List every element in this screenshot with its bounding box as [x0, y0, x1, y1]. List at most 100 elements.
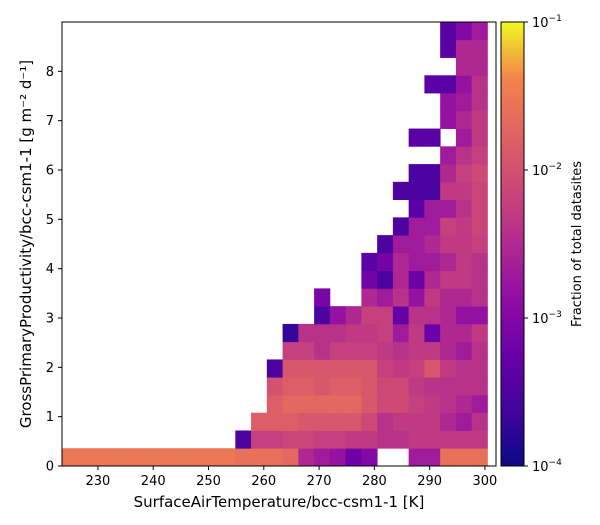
heatmap-cell	[62, 448, 79, 466]
heatmap-cell	[345, 323, 362, 343]
heatmap-cell	[93, 448, 110, 466]
heatmap-cell	[392, 288, 410, 307]
heatmap-cell	[314, 306, 331, 325]
heatmap-cell	[424, 270, 441, 289]
heatmap-cell	[219, 448, 236, 466]
heatmap-cell	[424, 199, 441, 218]
x-tick-label: 280	[362, 474, 387, 489]
heatmap-cell	[345, 377, 362, 396]
heatmap-cell	[314, 341, 331, 360]
heatmap-cell	[455, 235, 473, 254]
heatmap-cell	[440, 93, 457, 112]
heatmap-cell	[471, 22, 488, 41]
heatmap-cell	[314, 359, 331, 378]
heatmap-cell	[345, 412, 362, 431]
heatmap-cell	[282, 341, 299, 360]
heatmap-cell	[471, 359, 488, 378]
heatmap-cell	[377, 394, 394, 414]
y-tick-label: 2	[46, 361, 54, 376]
heatmap-cell	[298, 430, 315, 449]
heatmap-cell	[440, 164, 457, 183]
heatmap-cell	[251, 412, 268, 431]
heatmap-cell	[361, 377, 378, 396]
heatmap-cell	[440, 22, 457, 41]
heatmap-cell	[377, 288, 394, 307]
heatmap-cell	[455, 128, 473, 147]
heatmap-cell	[392, 323, 410, 343]
heatmap-cell	[455, 341, 473, 360]
heatmap-cell	[251, 430, 268, 449]
heatmap-cell	[440, 288, 457, 307]
heatmap-cell	[408, 412, 425, 431]
heatmap-cell	[440, 199, 457, 218]
heatmap-cell	[455, 394, 473, 414]
heatmap-cell	[345, 359, 362, 378]
heatmap-cell	[440, 306, 457, 325]
heatmap-cell	[440, 217, 457, 236]
heatmap-cell	[282, 394, 299, 414]
heatmap-cell	[361, 323, 378, 343]
heatmap-cell	[408, 270, 425, 289]
heatmap-cell	[408, 430, 425, 449]
heatmap-cell	[125, 448, 142, 466]
heatmap-cell	[424, 377, 441, 396]
heatmap-cell	[392, 394, 410, 414]
colorbar-tick-label: 10−3	[532, 310, 562, 327]
heatmap-cell	[424, 359, 441, 378]
heatmap-cell	[424, 288, 441, 307]
heatmap-cell	[471, 110, 488, 129]
heatmap-cell	[455, 39, 473, 58]
heatmap-cell	[314, 430, 331, 449]
heatmap-cell	[314, 448, 331, 466]
heatmap-cell	[298, 448, 315, 466]
x-tick-label: 270	[307, 474, 332, 489]
x-axis-title: SurfaceAirTemperature/bcc-csm1-1 [K]	[134, 493, 425, 511]
heatmap-cell	[471, 75, 488, 94]
heatmap-cell	[361, 394, 378, 414]
heatmap-cell	[298, 323, 315, 343]
heatmap-cell	[471, 394, 488, 414]
heatmap-cell	[471, 181, 488, 200]
heatmap-cell	[329, 448, 347, 466]
heatmap-cell	[392, 235, 410, 254]
heatmap-cell	[424, 252, 441, 272]
heatmap-cell	[440, 359, 457, 378]
heatmap-cell	[440, 270, 457, 289]
heatmap-cell	[471, 377, 488, 396]
heatmap-cell	[266, 377, 283, 396]
y-tick-label: 0	[46, 460, 54, 475]
x-tick-label: 290	[417, 474, 442, 489]
x-tick-label: 260	[251, 474, 276, 489]
heatmap-cell	[471, 164, 488, 183]
heatmap-cell	[471, 146, 488, 165]
heatmap-cell	[251, 448, 268, 466]
heatmap-cell	[408, 181, 425, 200]
heatmap-cell	[361, 252, 378, 272]
heatmap-cell	[282, 430, 299, 449]
heatmap-cell	[392, 341, 410, 360]
heatmap-cell	[392, 306, 410, 325]
y-tick-label: 7	[46, 114, 54, 129]
heatmap-cell	[361, 288, 378, 307]
heatmap-cell	[455, 164, 473, 183]
heatmap-cell	[455, 430, 473, 449]
heatmap-cell	[455, 359, 473, 378]
heatmap-cell	[471, 323, 488, 343]
heatmap-cell	[282, 323, 299, 343]
heatmap-cell	[408, 341, 425, 360]
heatmap-cell	[345, 394, 362, 414]
heatmap-cell	[266, 412, 283, 431]
heatmap-cell	[377, 270, 394, 289]
heatmap-cell	[392, 359, 410, 378]
heatmap-cell	[440, 412, 457, 431]
heatmap-cell	[203, 448, 220, 466]
heatmap-cell	[392, 412, 410, 431]
heatmap-cells	[62, 22, 488, 466]
heatmap-cell	[361, 359, 378, 378]
heatmap-cell	[471, 288, 488, 307]
colorbar	[500, 21, 525, 467]
heatmap-cell	[424, 448, 441, 466]
heatmap-cell	[455, 199, 473, 218]
heatmap-cell	[455, 181, 473, 200]
heatmap-cell	[361, 430, 378, 449]
